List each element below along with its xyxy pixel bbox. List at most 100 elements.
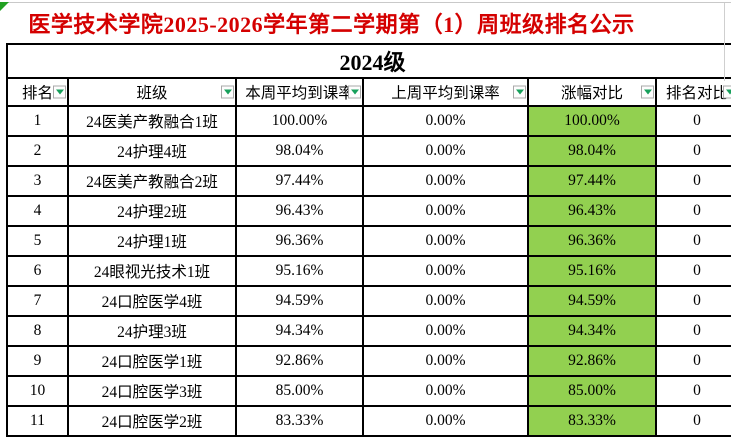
cell-change[interactable]: 96.36%	[527, 225, 657, 257]
cell-rank[interactable]: 4	[6, 195, 69, 227]
cell-rank_change[interactable]: 0	[654, 345, 731, 377]
cell-this_week[interactable]: 96.43%	[235, 195, 364, 227]
cell-rank[interactable]: 5	[6, 225, 69, 257]
right-column-gridline	[724, 3, 725, 81]
cell-change[interactable]: 94.59%	[527, 285, 657, 317]
cell-last_week[interactable]: 0.00%	[362, 315, 529, 347]
cell-change[interactable]: 85.00%	[527, 375, 657, 407]
column-header-label: 班级	[136, 85, 168, 102]
cell-last_week[interactable]: 0.00%	[362, 165, 529, 197]
filter-button-change[interactable]	[641, 85, 654, 99]
table-row: 7 24口腔医学4班 94.59% 0.00% 94.59% 0	[6, 285, 731, 317]
cell-this_week[interactable]: 95.16%	[235, 255, 364, 287]
cell-rank_change[interactable]: 0	[654, 255, 731, 287]
filter-button-last_week[interactable]	[513, 85, 526, 99]
cell-last_week[interactable]: 0.00%	[362, 375, 529, 407]
cell-rank_change[interactable]: 0	[654, 285, 731, 317]
cell-change[interactable]: 95.16%	[527, 255, 657, 287]
column-header-label: 排名	[21, 85, 53, 102]
cell-rank_change[interactable]: 0	[654, 375, 731, 407]
grade-section-header[interactable]: 2024级	[5, 43, 731, 79]
cell-last_week[interactable]: 0.00%	[362, 255, 529, 287]
cell-class_name[interactable]: 24护理4班	[67, 135, 237, 167]
cell-this_week[interactable]: 83.33%	[235, 405, 364, 437]
cell-this_week[interactable]: 94.59%	[235, 285, 364, 317]
title-row: 医学技术学院2025-2026学年第二学期第（1）周班级排名公示	[7, 2, 731, 45]
filter-button-class_name[interactable]	[221, 85, 234, 99]
cell-rank[interactable]: 10	[6, 375, 69, 407]
cell-last_week[interactable]: 0.00%	[362, 225, 529, 257]
cell-last_week[interactable]: 0.00%	[362, 105, 529, 137]
cell-rank_change[interactable]: 0	[654, 195, 731, 227]
corner-flag-icon	[0, 2, 9, 11]
filter-button-rank[interactable]	[53, 85, 66, 99]
cell-change[interactable]: 83.33%	[527, 405, 657, 437]
cell-last_week[interactable]: 0.00%	[362, 285, 529, 317]
cell-class_name[interactable]: 24护理1班	[67, 225, 237, 257]
cell-rank[interactable]: 3	[6, 165, 69, 197]
cell-change[interactable]: 100.00%	[527, 105, 657, 137]
table-row: 10 24口腔医学3班 85.00% 0.00% 85.00% 0	[6, 375, 731, 407]
cell-class_name[interactable]: 24护理3班	[67, 315, 237, 347]
title-cell[interactable]: 医学技术学院2025-2026学年第二学期第（1）周班级排名公示	[7, 2, 731, 45]
cell-rank_change[interactable]: 0	[654, 135, 731, 167]
cell-class_name[interactable]: 24口腔医学1班	[67, 345, 237, 377]
cell-class_name[interactable]: 24医美产教融合1班	[67, 105, 237, 137]
cell-change[interactable]: 92.86%	[527, 345, 657, 377]
cell-class_name[interactable]: 24医美产教融合2班	[67, 165, 237, 197]
column-header-class_name[interactable]: 班级	[67, 77, 237, 107]
page-title: 医学技术学院2025-2026学年第二学期第（1）周班级排名公示	[28, 11, 635, 37]
column-header-change[interactable]: 涨幅对比	[527, 77, 657, 107]
filter-arrow-icon	[515, 89, 524, 95]
cell-rank_change[interactable]: 0	[654, 225, 731, 257]
cell-last_week[interactable]: 0.00%	[362, 405, 529, 437]
column-header-label: 涨幅对比	[560, 85, 623, 102]
table-row: 11 24口腔医学2班 83.33% 0.00% 83.33% 0	[6, 405, 731, 437]
cell-rank_change[interactable]: 0	[654, 165, 731, 197]
cell-change[interactable]: 97.44%	[527, 165, 657, 197]
cell-this_week[interactable]: 98.04%	[235, 135, 364, 167]
column-header-label: 本周平均到课率	[245, 85, 354, 102]
cell-class_name[interactable]: 24口腔医学2班	[67, 405, 237, 437]
cell-rank[interactable]: 2	[6, 135, 69, 167]
cell-rank[interactable]: 7	[6, 285, 69, 317]
cell-last_week[interactable]: 0.00%	[362, 195, 529, 227]
column-header-rank_change[interactable]: 排名对比	[654, 77, 731, 107]
cell-rank[interactable]: 11	[6, 405, 69, 437]
column-header-label: 上周平均到课率	[391, 85, 500, 102]
sheet-top-gridline	[0, 2, 731, 3]
table-row: 6 24眼视光技术1班 95.16% 0.00% 95.16% 0	[6, 255, 731, 287]
cell-class_name[interactable]: 24口腔医学3班	[67, 375, 237, 407]
column-header-rank[interactable]: 排名	[6, 77, 69, 107]
cell-this_week[interactable]: 100.00%	[235, 105, 364, 137]
cell-rank_change[interactable]: 0	[654, 105, 731, 137]
cell-this_week[interactable]: 97.44%	[235, 165, 364, 197]
table-row: 2 24护理4班 98.04% 0.00% 98.04% 0	[6, 135, 731, 167]
cell-last_week[interactable]: 0.00%	[362, 345, 529, 377]
table-body: 1 24医美产教融合1班 100.00% 0.00% 100.00% 0 2 24护理4班 98…	[6, 105, 731, 437]
filter-button-this_week[interactable]	[348, 85, 361, 99]
cell-this_week[interactable]: 85.00%	[235, 375, 364, 407]
cell-this_week[interactable]: 96.36%	[235, 225, 364, 257]
cell-change[interactable]: 96.43%	[527, 195, 657, 227]
filter-button-rank_change[interactable]	[723, 85, 731, 99]
cell-class_name[interactable]: 24口腔医学4班	[67, 285, 237, 317]
cell-this_week[interactable]: 92.86%	[235, 345, 364, 377]
cell-this_week[interactable]: 94.34%	[235, 315, 364, 347]
cell-rank[interactable]: 1	[6, 105, 69, 137]
cell-rank_change[interactable]: 0	[654, 405, 731, 437]
table-row: 1 24医美产教融合1班 100.00% 0.00% 100.00% 0	[6, 105, 731, 137]
cell-class_name[interactable]: 24眼视光技术1班	[67, 255, 237, 287]
cell-rank[interactable]: 8	[6, 315, 69, 347]
ranking-table: 医学技术学院2025-2026学年第二学期第（1）周班级排名公示 2024级 排…	[5, 2, 731, 437]
cell-class_name[interactable]: 24护理2班	[67, 195, 237, 227]
cell-rank[interactable]: 6	[6, 255, 69, 287]
filter-arrow-icon	[350, 89, 359, 95]
cell-rank_change[interactable]: 0	[654, 315, 731, 347]
cell-last_week[interactable]: 0.00%	[362, 135, 529, 167]
column-header-this_week[interactable]: 本周平均到课率	[235, 77, 364, 107]
cell-change[interactable]: 94.34%	[527, 315, 657, 347]
cell-rank[interactable]: 9	[6, 345, 69, 377]
cell-change[interactable]: 98.04%	[527, 135, 657, 167]
column-header-last_week[interactable]: 上周平均到课率	[362, 77, 529, 107]
